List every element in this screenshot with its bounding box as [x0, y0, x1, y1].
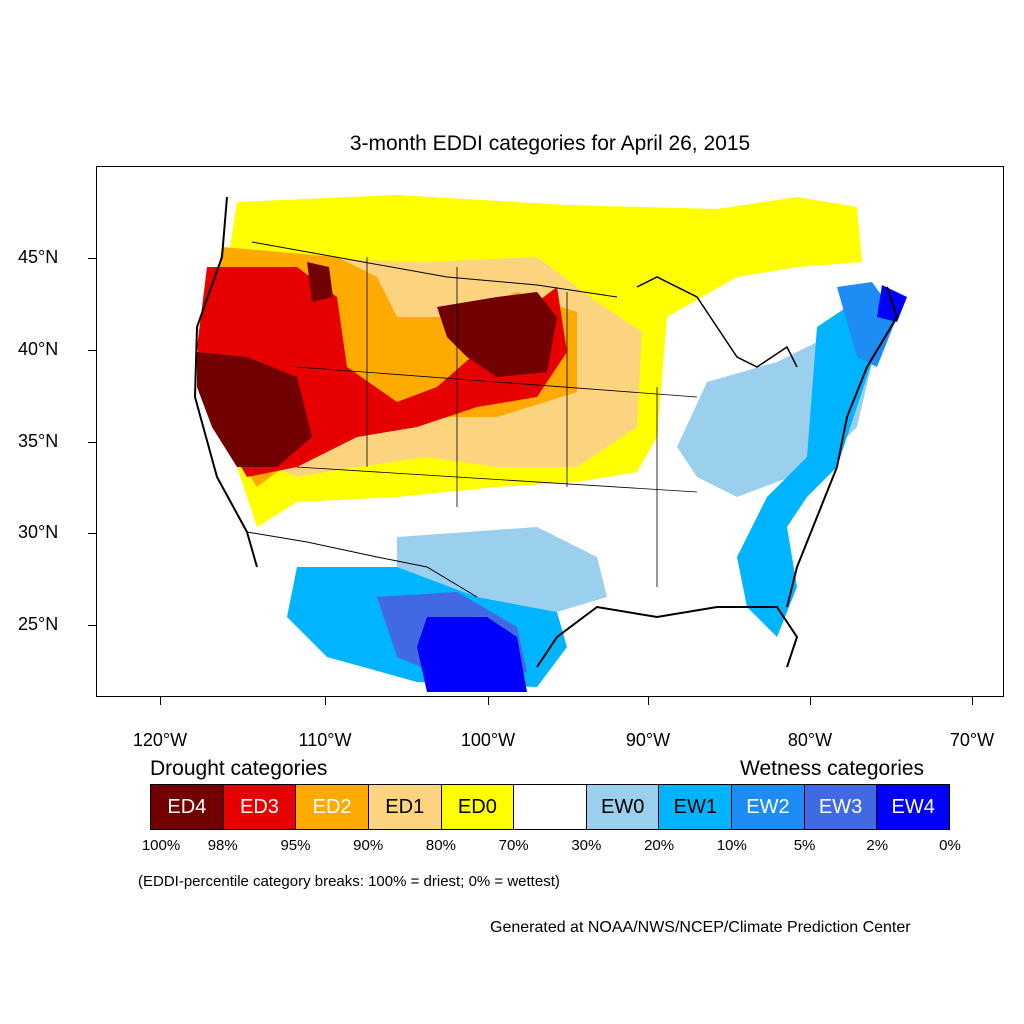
canada-border — [251, 241, 618, 298]
great-lakes-outline — [636, 276, 798, 368]
legend-box-neutral — [514, 785, 587, 829]
region-ew1-east — [737, 292, 887, 637]
legend-break-label: 20% — [644, 837, 675, 854]
legend-break-label: 10% — [716, 837, 747, 854]
legend-break-label: 98% — [207, 837, 238, 854]
longitude-tick — [972, 697, 973, 705]
latitude-tick — [88, 625, 96, 626]
drought-heading: Drought categories — [150, 757, 328, 780]
mexico-border — [246, 531, 478, 598]
legend-box-ed4: ED4 — [151, 785, 224, 829]
longitude-tick — [810, 697, 811, 705]
region-ed4-north — [437, 292, 557, 377]
legend-break-label: 100% — [141, 837, 181, 854]
latitude-tick — [88, 533, 96, 534]
latitude-label: 35°N — [18, 431, 59, 451]
state-line-5 — [296, 466, 698, 493]
region-ed4-west — [197, 352, 312, 467]
latitude-tick — [88, 258, 96, 259]
longitude-tick — [488, 697, 489, 705]
longitude-label: 90°W — [625, 730, 671, 750]
map-title: 3-month EDDI categories for April 26, 20… — [349, 132, 751, 155]
longitude-tick — [648, 697, 649, 705]
latitude-tick — [88, 350, 96, 351]
legend-break-label: 90% — [353, 837, 384, 854]
credit-line: Generated at NOAA/NWS/NCEP/Climate Predi… — [490, 919, 911, 936]
latitude-label: 45°N — [18, 247, 59, 267]
legend-box-ew1: EW1 — [659, 785, 733, 829]
map-frame — [96, 166, 1004, 697]
latitude-label: 25°N — [18, 614, 59, 634]
legend-break-label: 95% — [280, 837, 311, 854]
longitude-label: 100°W — [460, 730, 516, 750]
legend-box-ew3: EW3 — [804, 785, 878, 829]
legend-box-ed0: ED0 — [441, 785, 515, 829]
region-ew0-south — [397, 527, 607, 612]
longitude-label: 110°W — [298, 730, 352, 750]
legend-box-ew0: EW0 — [586, 785, 660, 829]
legend-box-ed3: ED3 — [223, 785, 297, 829]
legend-break-label: 80% — [425, 837, 456, 854]
longitude-label: 70°W — [949, 730, 995, 750]
latitude-label: 40°N — [18, 339, 59, 359]
legend-bar: ED4 ED3 ED2 ED1 ED0 EW0 EW1 EW2 EW3 EW4 — [150, 784, 950, 830]
longitude-label: 80°W — [787, 730, 833, 750]
wetness-heading: Wetness categories — [740, 757, 925, 780]
legend-break-label: 30% — [571, 837, 602, 854]
legend-break-label: 5% — [793, 837, 816, 854]
legend-box-ed1: ED1 — [368, 785, 442, 829]
legend-break-label: 70% — [498, 837, 529, 854]
longitude-tick — [325, 697, 326, 705]
legend-break-label: 2% — [866, 837, 889, 854]
eddi-category-regions — [197, 195, 907, 692]
gulf-coast-line — [536, 605, 799, 668]
region-ed4-nw — [307, 262, 333, 302]
boundaries — [193, 196, 899, 668]
legend-box-ew2: EW2 — [732, 785, 805, 829]
latitude-label: 30°N — [18, 522, 59, 542]
region-ew4-south — [417, 617, 527, 692]
legend-box-ed2: ED2 — [296, 785, 369, 829]
map-canvas — [193, 195, 907, 692]
legend-note: (EDDI-percentile category breaks: 100% =… — [138, 873, 560, 890]
east-coast-line — [786, 286, 899, 608]
longitude-label: 120°W — [132, 730, 188, 750]
legend-box-ew4: EW4 — [877, 785, 950, 829]
latitude-tick — [88, 442, 96, 443]
longitude-tick — [160, 697, 161, 705]
legend-break-label: 0% — [939, 837, 961, 854]
state-line-4 — [296, 366, 698, 398]
